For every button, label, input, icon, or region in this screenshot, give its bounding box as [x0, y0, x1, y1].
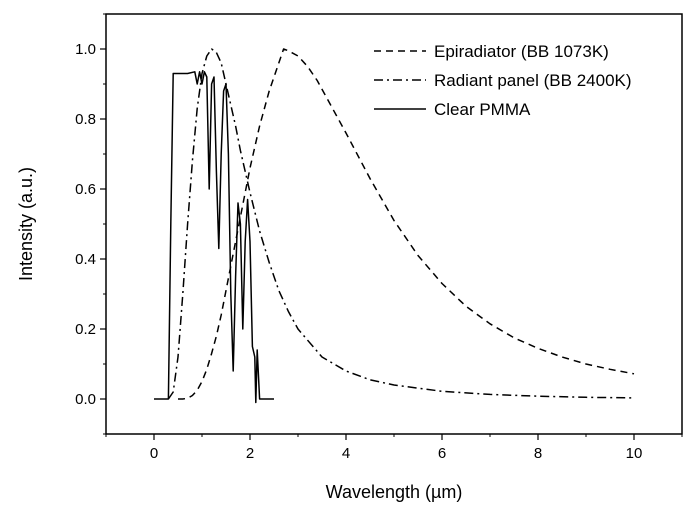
y-tick-label: 0.6	[75, 181, 96, 198]
y-axis-ticks: 0.0 0.2 0.4 0.6 0.8 1.0	[75, 13, 106, 435]
y-axis-title: Intensity (a.u.)	[16, 167, 36, 281]
series-line-3	[154, 71, 274, 404]
legend-label: Radiant panel (BB 2400K)	[434, 71, 632, 90]
x-axis-ticks: 0 2 4 6 8 10	[105, 434, 683, 462]
series-layer	[154, 48, 635, 404]
x-tick-label: 2	[246, 445, 254, 462]
legend: Epiradiator (BB 1073K) Radiant panel (BB …	[374, 42, 632, 119]
x-tick-label: 10	[626, 445, 643, 462]
x-tick-label: 0	[150, 445, 158, 462]
y-tick-label: 0.2	[75, 321, 96, 338]
y-tick-label: 0.0	[75, 391, 96, 408]
series-line-2	[167, 48, 635, 400]
y-tick-label: 1.0	[75, 41, 96, 58]
x-tick-label: 8	[534, 445, 542, 462]
legend-label: Epiradiator (BB 1073K)	[434, 42, 609, 61]
legend-label: Clear PMMA	[434, 100, 531, 119]
y-tick-label: 0.8	[75, 111, 96, 128]
x-tick-label: 4	[342, 445, 350, 462]
series-line-1	[178, 48, 635, 400]
x-tick-label: 6	[438, 445, 446, 462]
x-axis-title: Wavelength (µm)	[326, 482, 463, 502]
y-tick-label: 0.4	[75, 251, 96, 268]
